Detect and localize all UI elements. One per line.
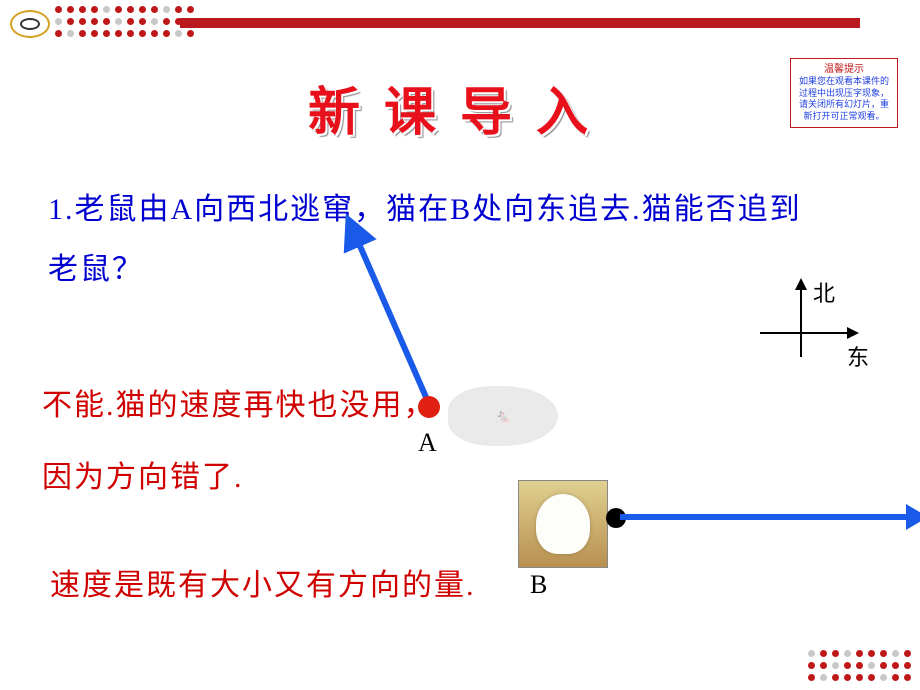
point-a-marker — [418, 396, 440, 418]
conclusion-text: 速度是既有大小又有方向的量. — [50, 560, 476, 604]
mouse-image: 🐁 — [448, 386, 558, 446]
compass-north-label: 北 — [813, 276, 835, 308]
decor-dots-bottom-right — [808, 650, 914, 684]
compass-diagram: 北 东 — [755, 282, 865, 372]
slide-title: 新课导入 — [0, 70, 920, 145]
cat-image — [518, 480, 608, 568]
decor-dots-top-left — [55, 6, 197, 40]
header-bar — [180, 18, 860, 28]
mouse-arrow — [347, 224, 437, 408]
label-a: A — [418, 428, 437, 458]
label-b: B — [530, 570, 547, 600]
cat-arrow-line — [620, 514, 916, 520]
logo-icon — [10, 10, 50, 38]
question-text: 1.老鼠由A向西北逃窜，猫在B处向东追去.猫能否追到老鼠？ — [48, 180, 828, 300]
cat-arrowhead-icon — [906, 504, 920, 530]
answer-line2: 因为方向错了. — [42, 442, 442, 514]
compass-east-label: 东 — [847, 340, 869, 372]
